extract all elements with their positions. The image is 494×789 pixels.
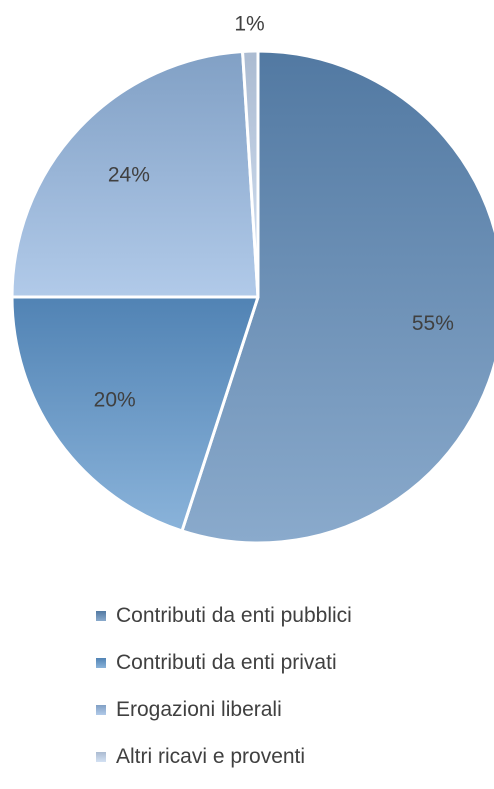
pie-slice xyxy=(10,295,260,533)
slice-data-label: 1% xyxy=(234,13,264,36)
legend-label: Erogazioni liberali xyxy=(116,697,282,721)
legend-swatch xyxy=(96,751,106,762)
pie-data-labels: 55% 20% 24% 1% xyxy=(94,13,454,412)
slice-data-label: 55% xyxy=(412,312,454,335)
slice-data-label: 24% xyxy=(108,163,150,186)
legend-label: Contributi da enti pubblici xyxy=(116,603,352,627)
pie-slices xyxy=(10,49,494,545)
slice-data-label: 20% xyxy=(94,389,136,412)
legend-item: Erogazioni liberali xyxy=(96,686,486,733)
pie-slice xyxy=(10,49,260,299)
legend-label: Altri ricavi e proventi xyxy=(116,744,306,768)
legend-swatch xyxy=(96,704,106,715)
legend-item: Contributi da enti privati xyxy=(96,639,486,686)
legend-item: Contributi da enti pubblici xyxy=(96,592,486,639)
legend-swatch xyxy=(96,657,106,668)
legend-item: Altri ricavi e proventi xyxy=(96,733,486,780)
chart-legend: Contributi da enti pubblici Contributi da… xyxy=(96,592,486,780)
pie-slice xyxy=(241,49,260,299)
legend-swatch xyxy=(96,610,106,621)
legend-label: Contributi da enti privati xyxy=(116,650,337,674)
pie-chart: 55% 20% 24% 1% xyxy=(10,13,494,545)
pie-slice xyxy=(180,49,494,545)
